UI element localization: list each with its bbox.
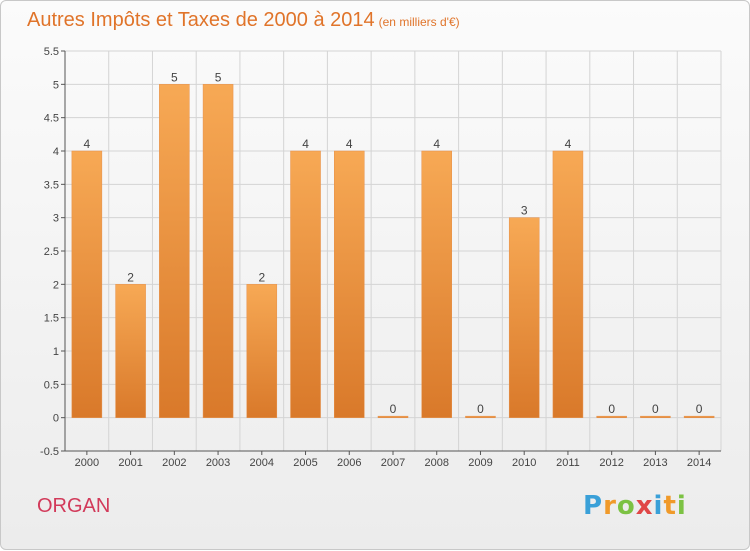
y-tick-label: 5.5: [44, 46, 59, 58]
x-tick-label: 2000: [75, 457, 99, 469]
data-labels: 4 2 5 5 2 4 4 0 4 0 3 4 0 0 0: [84, 70, 703, 416]
logo-letter: x: [635, 491, 654, 521]
bar: [334, 150, 365, 418]
x-tick-label: 2009: [468, 457, 492, 469]
bars: [71, 84, 715, 418]
x-tick-label: 2011: [556, 457, 580, 469]
x-tick-label: 2014: [687, 457, 711, 469]
y-tick-label: 3.5: [44, 179, 59, 191]
bar: [159, 84, 190, 418]
bar: [246, 284, 278, 418]
data-label: 4: [84, 137, 91, 151]
y-tick-label: 4.5: [44, 113, 59, 125]
bar: [508, 217, 540, 418]
y-tick-label: 5: [53, 79, 59, 91]
x-tick-label: 2001: [118, 457, 142, 469]
bar: [290, 150, 321, 418]
y-axis-ticks: -0.5 0 0.5 1 1.5 2 2.5 3 3.5 4 4.5 5 5.5: [40, 46, 65, 458]
y-tick-label: 0.5: [44, 379, 59, 391]
logo-letter: o: [616, 491, 636, 521]
logo-letter: t: [663, 491, 677, 521]
bar: [71, 150, 103, 418]
data-label: 4: [302, 137, 309, 151]
logo-letter: P: [583, 491, 604, 521]
bar: [596, 415, 627, 418]
data-label: 2: [127, 270, 134, 284]
bar: [683, 415, 715, 418]
data-label: 5: [215, 70, 222, 84]
x-tick-label: 2003: [206, 457, 230, 469]
data-label: 4: [433, 137, 440, 151]
x-tick-label: 2008: [424, 457, 448, 469]
chart-title-main: Autres Impôts et Taxes de 2000 à 2014: [27, 9, 375, 31]
bar: [377, 415, 409, 418]
x-tick-label: 2010: [512, 457, 536, 469]
y-tick-label: 2: [53, 279, 59, 291]
x-axis-ticks: 2000 2001 2002 2003 2004 2005 2006 2007 2008 2009…: [75, 451, 711, 469]
logo-letter: i: [653, 491, 664, 521]
x-tick-label: 2002: [162, 457, 186, 469]
data-label: 4: [565, 137, 572, 151]
data-label: 2: [258, 270, 265, 284]
x-tick-label: 2012: [599, 457, 623, 469]
y-tick-label: 1.5: [44, 313, 59, 325]
y-tick-label: 1: [53, 346, 59, 358]
bar: [552, 150, 584, 418]
data-label: 5: [171, 70, 178, 84]
x-tick-label: 2006: [337, 457, 361, 469]
bar: [202, 84, 234, 418]
data-label: 3: [521, 204, 528, 218]
proxiti-logo[interactable]: Proxiti: [583, 491, 687, 521]
chart-title: Autres Impôts et Taxes de 2000 à 2014 (en…: [27, 9, 460, 32]
data-label: 0: [608, 402, 615, 416]
logo-letter: i: [676, 491, 687, 521]
x-tick-label: 2007: [381, 457, 405, 469]
y-tick-label: 4: [53, 146, 59, 158]
x-tick-label: 2013: [643, 457, 667, 469]
y-tick-label: 0: [53, 413, 59, 425]
bar: [421, 150, 452, 418]
data-label: 0: [390, 402, 397, 416]
commune-name: ORGAN: [37, 495, 111, 517]
chart-title-unit: (en milliers d'€): [378, 15, 460, 29]
x-tick-label: 2005: [293, 457, 317, 469]
bar: [115, 284, 146, 418]
bar: [465, 415, 496, 418]
bar: [640, 415, 671, 418]
x-tick-label: 2004: [250, 457, 274, 469]
y-tick-label: -0.5: [40, 446, 59, 458]
y-tick-label: 3: [53, 213, 59, 225]
y-tick-label: 2.5: [44, 246, 59, 258]
data-label: 0: [477, 402, 484, 416]
data-label: 0: [652, 402, 659, 416]
logo-letter: r: [603, 491, 617, 521]
data-label: 0: [696, 402, 703, 416]
data-label: 4: [346, 137, 353, 151]
